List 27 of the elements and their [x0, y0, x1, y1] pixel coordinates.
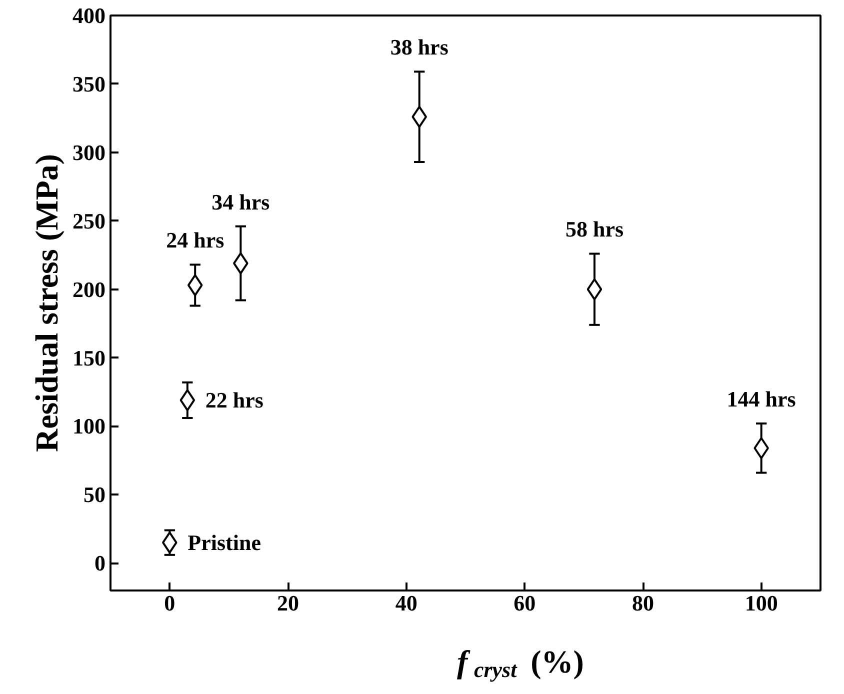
y-tick-label: 200: [72, 276, 106, 302]
x-tick-label: 20: [277, 590, 299, 616]
point: [586, 278, 602, 300]
x-tick-label: 60: [514, 590, 536, 616]
y-tick-label: 400: [72, 3, 106, 28]
annotation: 144 hrs: [726, 386, 796, 412]
annotation: 22 hrs: [205, 388, 264, 413]
annotation: 24 hrs: [166, 228, 225, 253]
y-tick-label: 50: [84, 482, 106, 508]
annotation: 34 hrs: [212, 189, 270, 214]
y-axis-title: Residual stress (MPa): [28, 154, 64, 452]
x-tick-label: 80: [632, 590, 654, 616]
annotation: 58 hrs: [565, 216, 624, 242]
y-tick-label: 250: [72, 208, 106, 234]
y-tick-label: 0: [94, 550, 106, 576]
x-tick-label: 100: [744, 590, 778, 616]
y-tick-label: 100: [72, 414, 106, 439]
y-tick-label: 150: [72, 345, 106, 370]
y-tick-label: 350: [72, 71, 106, 96]
annotation: 38 hrs: [390, 34, 449, 60]
point: [187, 274, 203, 296]
point: [412, 106, 428, 128]
annotation: Pristine: [188, 530, 262, 556]
y-tick-label: 300: [72, 140, 106, 165]
x-tick-label: 40: [395, 590, 418, 616]
point: [180, 389, 196, 412]
x-tick-label: 0: [164, 590, 176, 616]
